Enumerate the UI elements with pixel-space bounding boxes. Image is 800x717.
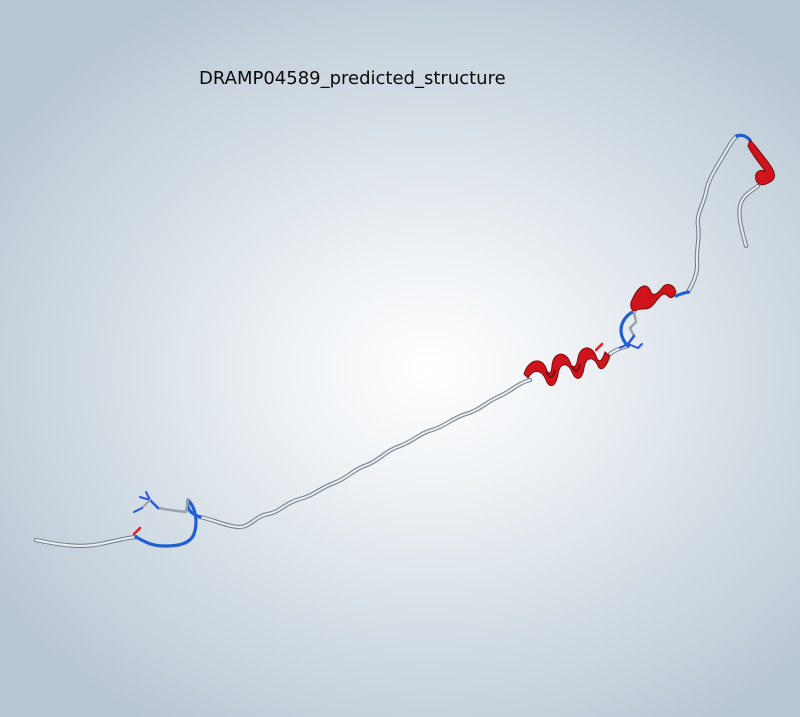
coil-tail-outline: [737, 183, 761, 249]
turn-upper-right: [674, 290, 690, 298]
helix-middle: [523, 347, 611, 387]
coil-long-outline: [197, 377, 533, 530]
coil-main-outline: [33, 534, 139, 548]
helix-top: [747, 139, 775, 186]
turn-top: [735, 133, 752, 142]
side-chains: [132, 310, 643, 536]
turn-lower-loop: [134, 498, 202, 548]
turn-segments: [134, 133, 752, 548]
helix-upper: [630, 284, 677, 313]
coil-main: [36, 380, 530, 546]
helix-middle-dark: [545, 363, 581, 378]
coil-long-fill: [198, 378, 532, 529]
coil-main-fill: [34, 535, 138, 547]
helix-segments: [523, 139, 775, 387]
coil-tail-fill: [738, 184, 760, 248]
turn-upper-left: [619, 310, 636, 348]
structure-title: DRAMP04589_predicted_structure: [199, 68, 506, 89]
coil-upper-outline: [685, 133, 740, 295]
side-chain-upper: [594, 310, 643, 352]
coil-gap-fill: [608, 344, 630, 356]
coil-upper-fill: [686, 134, 739, 294]
side-chain-lower: [132, 491, 190, 536]
coil-segments: [36, 136, 758, 546]
